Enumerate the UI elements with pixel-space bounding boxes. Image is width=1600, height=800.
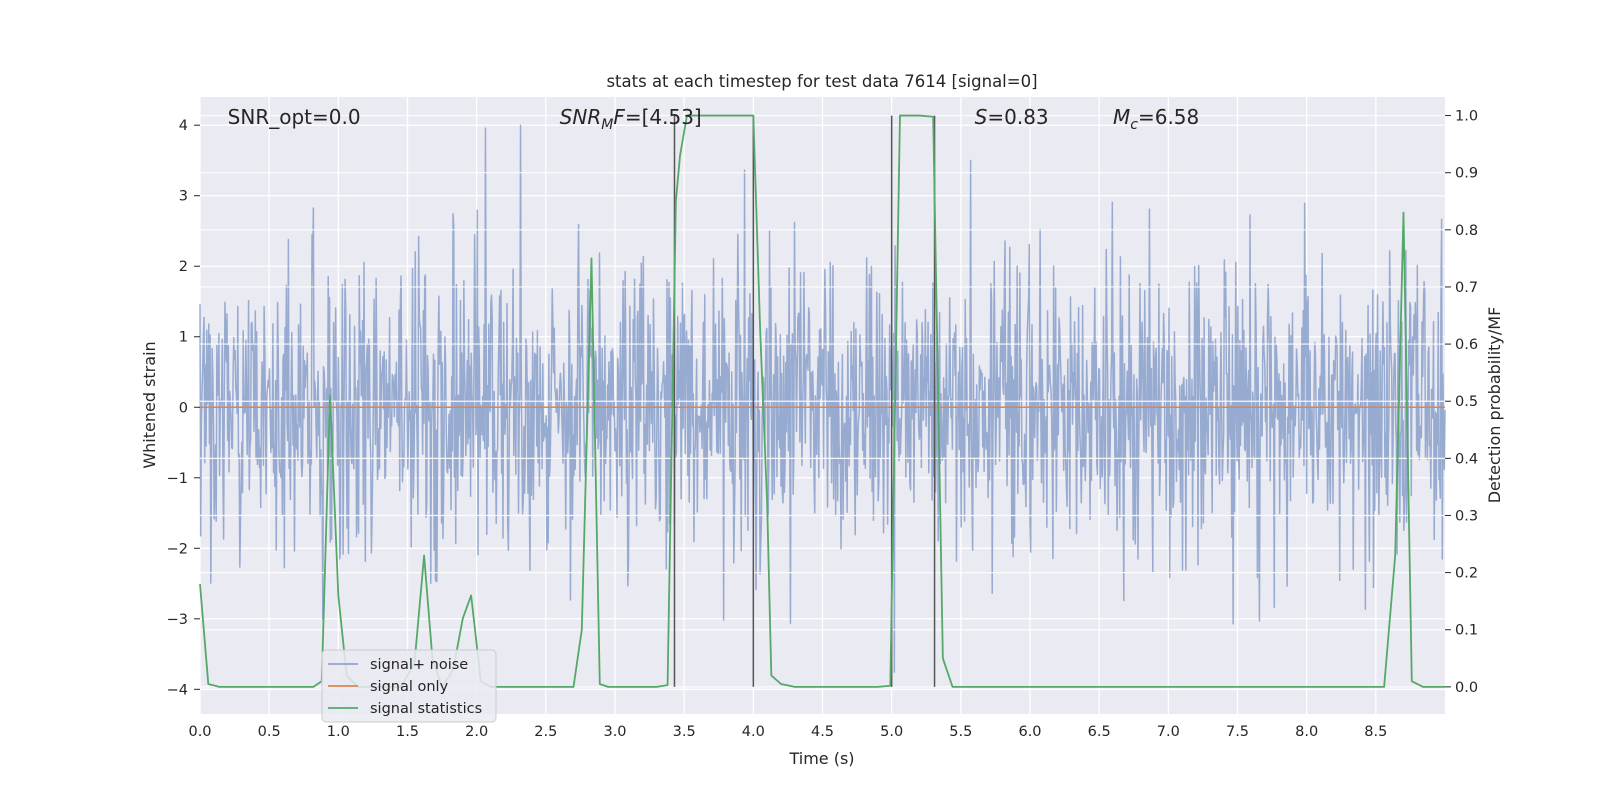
x-tick-label-6: 3.0 bbox=[603, 724, 626, 740]
legend-label-2: signal statistics bbox=[370, 701, 482, 717]
annotation-2: S=0.83 bbox=[975, 105, 1049, 129]
y2-tick-label-3: 0.7 bbox=[1455, 280, 1478, 296]
x-tick-label-12: 6.0 bbox=[1018, 724, 1041, 740]
y-tick-labels: 4 3 2 1 0 −1 −2 −3 −4 bbox=[167, 118, 200, 698]
x-tick-label-9: 4.5 bbox=[811, 724, 834, 740]
x-tick-label-16: 8.0 bbox=[1295, 724, 1318, 740]
y-tick-label-0: 4 bbox=[179, 118, 188, 134]
y2-tick-label-8: 0.2 bbox=[1455, 566, 1478, 582]
y2-tick-label-9: 0.1 bbox=[1455, 623, 1478, 639]
annotation-1: SNRMF=[4.53] bbox=[560, 105, 702, 133]
y-tick-label-4: 0 bbox=[179, 400, 188, 416]
x-tick-label-0: 0.0 bbox=[188, 724, 211, 740]
x-tick-label-5: 2.5 bbox=[534, 724, 557, 740]
x-tick-label-17: 8.5 bbox=[1364, 724, 1387, 740]
y-tick-label-5: −1 bbox=[167, 471, 188, 487]
y2-tick-label-5: 0.5 bbox=[1455, 394, 1478, 410]
y-tick-label-8: −4 bbox=[167, 682, 188, 698]
y2-axis-label: Detection probability/MF bbox=[1485, 307, 1504, 504]
y-tick-label-6: −2 bbox=[167, 541, 188, 557]
x-tick-label-1: 0.5 bbox=[258, 724, 281, 740]
x-tick-label-14: 7.0 bbox=[1157, 724, 1180, 740]
y-tick-label-3: 1 bbox=[179, 330, 188, 346]
x-tick-label-7: 3.5 bbox=[673, 724, 696, 740]
y2-tick-label-7: 0.3 bbox=[1455, 508, 1478, 524]
y2-tick-label-2: 0.8 bbox=[1455, 223, 1478, 239]
annotation-3: Mc=6.58 bbox=[1113, 105, 1199, 133]
y-axis-label: Whitened strain bbox=[140, 341, 159, 468]
x-tick-label-10: 5.0 bbox=[880, 724, 903, 740]
signal-noise-line bbox=[199, 124, 1446, 674]
x-axis-label: Time (s) bbox=[788, 749, 854, 768]
legend: signal+ noise signal only signal statistic… bbox=[321, 649, 497, 723]
x-tick-label-2: 1.0 bbox=[327, 724, 350, 740]
x-tick-label-4: 2.0 bbox=[465, 724, 488, 740]
y-tick-label-7: −3 bbox=[167, 612, 188, 628]
y2-tick-labels: 1.0 0.9 0.8 0.7 0.6 0.5 0.4 0.3 0.2 0.1 0.0 bbox=[1445, 109, 1478, 696]
y2-tick-label-10: 0.0 bbox=[1455, 680, 1478, 696]
y2-tick-label-1: 0.9 bbox=[1455, 166, 1478, 182]
x-tick-label-3: 1.5 bbox=[396, 724, 419, 740]
y2-tick-label-4: 0.6 bbox=[1455, 337, 1478, 353]
x-tick-labels: 0.0 0.5 1.0 1.5 2.0 2.5 3.0 3.5 4.0 4.5 5.0 5.5 6.0 6… bbox=[188, 724, 1387, 740]
x-tick-label-8: 4.0 bbox=[742, 724, 765, 740]
y-gridlines bbox=[200, 124, 1445, 690]
annotations: SNR_opt=0.0 SNRMF=[4.53] S=0.83 Mc=6.58 bbox=[228, 105, 1200, 133]
y-tick-label-1: 3 bbox=[179, 189, 188, 205]
signal-noise-series bbox=[199, 124, 1446, 674]
x-tick-label-11: 5.5 bbox=[949, 724, 972, 740]
chart-title: stats at each timestep for test data 761… bbox=[606, 72, 1037, 91]
x-tick-label-15: 7.5 bbox=[1226, 724, 1249, 740]
legend-box bbox=[321, 649, 497, 723]
legend-label-0: signal+ noise bbox=[370, 657, 468, 673]
annotation-0: SNR_opt=0.0 bbox=[228, 105, 361, 129]
y-tick-label-2: 2 bbox=[179, 259, 188, 275]
y2-tick-label-0: 1.0 bbox=[1455, 109, 1478, 125]
legend-label-1: signal only bbox=[370, 679, 449, 695]
x-tick-label-13: 6.5 bbox=[1088, 724, 1111, 740]
y2-tick-label-6: 0.4 bbox=[1455, 451, 1478, 467]
